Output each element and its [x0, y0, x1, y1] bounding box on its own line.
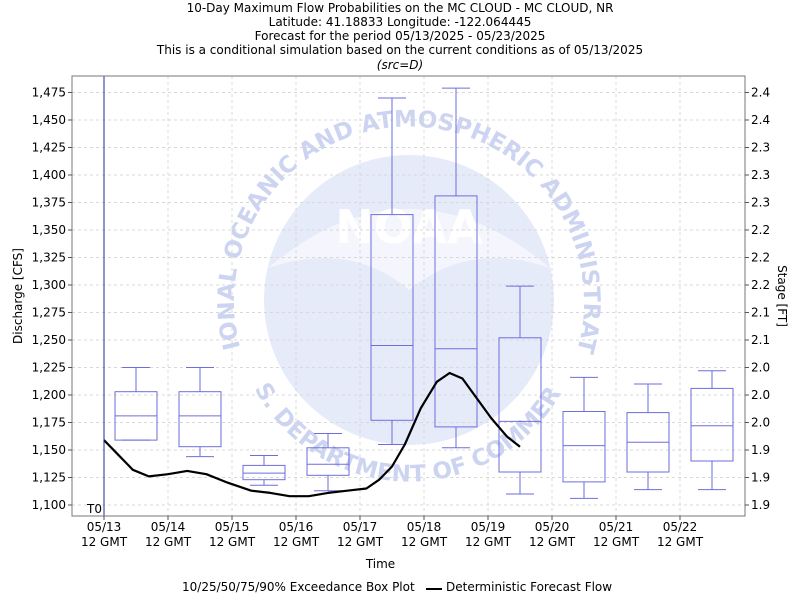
- y-tick-label: 1,275: [32, 306, 66, 320]
- box-plot: [114, 367, 158, 441]
- y-tick-label: 1,225: [32, 361, 66, 375]
- box-plot: [370, 97, 414, 445]
- x-tick-time: 12 GMT: [593, 535, 640, 549]
- chart-title: 10-Day Maximum Flow Probabilities on the…: [186, 1, 614, 15]
- box-plot: [498, 285, 542, 495]
- stage-tick-label: 2.3: [751, 168, 770, 182]
- x-tick-time: 12 GMT: [209, 535, 256, 549]
- x-tick-date: 05/16: [279, 520, 314, 534]
- stage-tick-label: 1.9: [751, 471, 770, 485]
- stage-tick-label: 2.3: [751, 141, 770, 155]
- y-tick-label: 1,475: [32, 86, 66, 100]
- stage-tick-label: 2.0: [751, 388, 770, 402]
- t0-label: T0: [86, 502, 102, 516]
- y-tick-label: 1,425: [32, 141, 66, 155]
- box-iqr: [690, 387, 734, 462]
- y-tick-label: 1,375: [32, 196, 66, 210]
- location-line: Latitude: 41.18833 Longitude: -122.06444…: [268, 15, 532, 29]
- stage-tick-label: 2.1: [751, 306, 770, 320]
- stage-tick-label: 2.0: [751, 361, 770, 375]
- legend-line-swatch: [426, 588, 442, 590]
- box-iqr: [178, 391, 222, 448]
- box-plot: [242, 455, 286, 486]
- x-tick-date: 05/20: [535, 520, 570, 534]
- x-tick-date: 05/22: [663, 520, 698, 534]
- stage-tick-label: 1.9: [751, 498, 770, 512]
- y-tick-label: 1,300: [32, 278, 66, 292]
- y-tick-label: 1,200: [32, 388, 66, 402]
- legend-box-label: 10/25/50/75/90% Exceedance Box Plot: [182, 580, 415, 594]
- box-iqr: [434, 195, 478, 428]
- x-tick-date: 05/19: [471, 520, 506, 534]
- box-plot: [626, 383, 670, 491]
- box-iqr: [306, 447, 350, 476]
- x-tick-time: 12 GMT: [465, 535, 512, 549]
- x-tick-date: 05/17: [343, 520, 378, 534]
- legend-line-label: Deterministic Forecast Flow: [446, 580, 613, 594]
- deterministic-flow-line: [103, 371, 521, 498]
- y-axis-label: Discharge [CFS]: [11, 248, 25, 344]
- stage-tick-label: 2.1: [751, 333, 770, 347]
- x-tick-date: 05/15: [215, 520, 250, 534]
- y-tick-label: 1,350: [32, 223, 66, 237]
- x-tick-time: 12 GMT: [529, 535, 576, 549]
- noaa-logo-disc: [264, 155, 554, 445]
- x-tick-date: 05/13: [87, 520, 122, 534]
- x-tick-time: 12 GMT: [657, 535, 704, 549]
- source-line: (src=D): [376, 58, 424, 72]
- y-tick-label: 1,175: [32, 416, 66, 430]
- stage-tick-label: 2.4: [751, 113, 770, 127]
- stage-tick-label: 2.0: [751, 416, 770, 430]
- x-tick-time: 12 GMT: [401, 535, 448, 549]
- box-plot: [562, 376, 606, 499]
- box-plot: [690, 370, 734, 491]
- noaa-watermark: NOAA NATIONAL OCEANIC AND ATMOSPHERIC AD…: [0, 0, 604, 488]
- stage-tick-label: 2.2: [751, 278, 770, 292]
- box-iqr: [562, 411, 606, 483]
- stage-tick-label: 2.2: [751, 251, 770, 265]
- x-tick-time: 12 GMT: [273, 535, 320, 549]
- box-plot: [178, 367, 222, 458]
- x-axis-label: Time: [365, 557, 395, 571]
- y-tick-label: 1,450: [32, 113, 66, 127]
- y-tick-label: 1,150: [32, 443, 66, 457]
- x-tick-date: 05/18: [407, 520, 442, 534]
- y-tick-label: 1,400: [32, 168, 66, 182]
- x-tick-time: 12 GMT: [337, 535, 384, 549]
- box-iqr: [498, 337, 542, 473]
- y-tick-label: 1,125: [32, 471, 66, 485]
- stage-tick-label: 2.3: [751, 196, 770, 210]
- x-tick-date: 05/14: [151, 520, 186, 534]
- box-iqr: [370, 214, 414, 421]
- box-plot: [306, 433, 350, 492]
- stage-tick-label: 2.2: [751, 223, 770, 237]
- right-axis-label: Stage [FT]: [775, 265, 789, 327]
- y-tick-label: 1,100: [32, 498, 66, 512]
- box-iqr: [242, 464, 286, 481]
- y-tick-label: 1,250: [32, 333, 66, 347]
- x-tick-date: 05/21: [599, 520, 634, 534]
- noaa-logo-gull: [268, 209, 550, 290]
- conditional-line: This is a conditional simulation based o…: [156, 43, 644, 57]
- plot-frame: [71, 75, 746, 517]
- stage-tick-label: 2.4: [751, 86, 770, 100]
- period-line: Forecast for the period 05/13/2025 - 05/…: [254, 29, 546, 43]
- x-tick-time: 12 GMT: [145, 535, 192, 549]
- x-tick-time: 12 GMT: [81, 535, 128, 549]
- stage-tick-label: 1.9: [751, 443, 770, 457]
- box-plot: [434, 87, 478, 449]
- noaa-logo-text: NOAA: [335, 200, 483, 254]
- y-tick-label: 1,325: [32, 251, 66, 265]
